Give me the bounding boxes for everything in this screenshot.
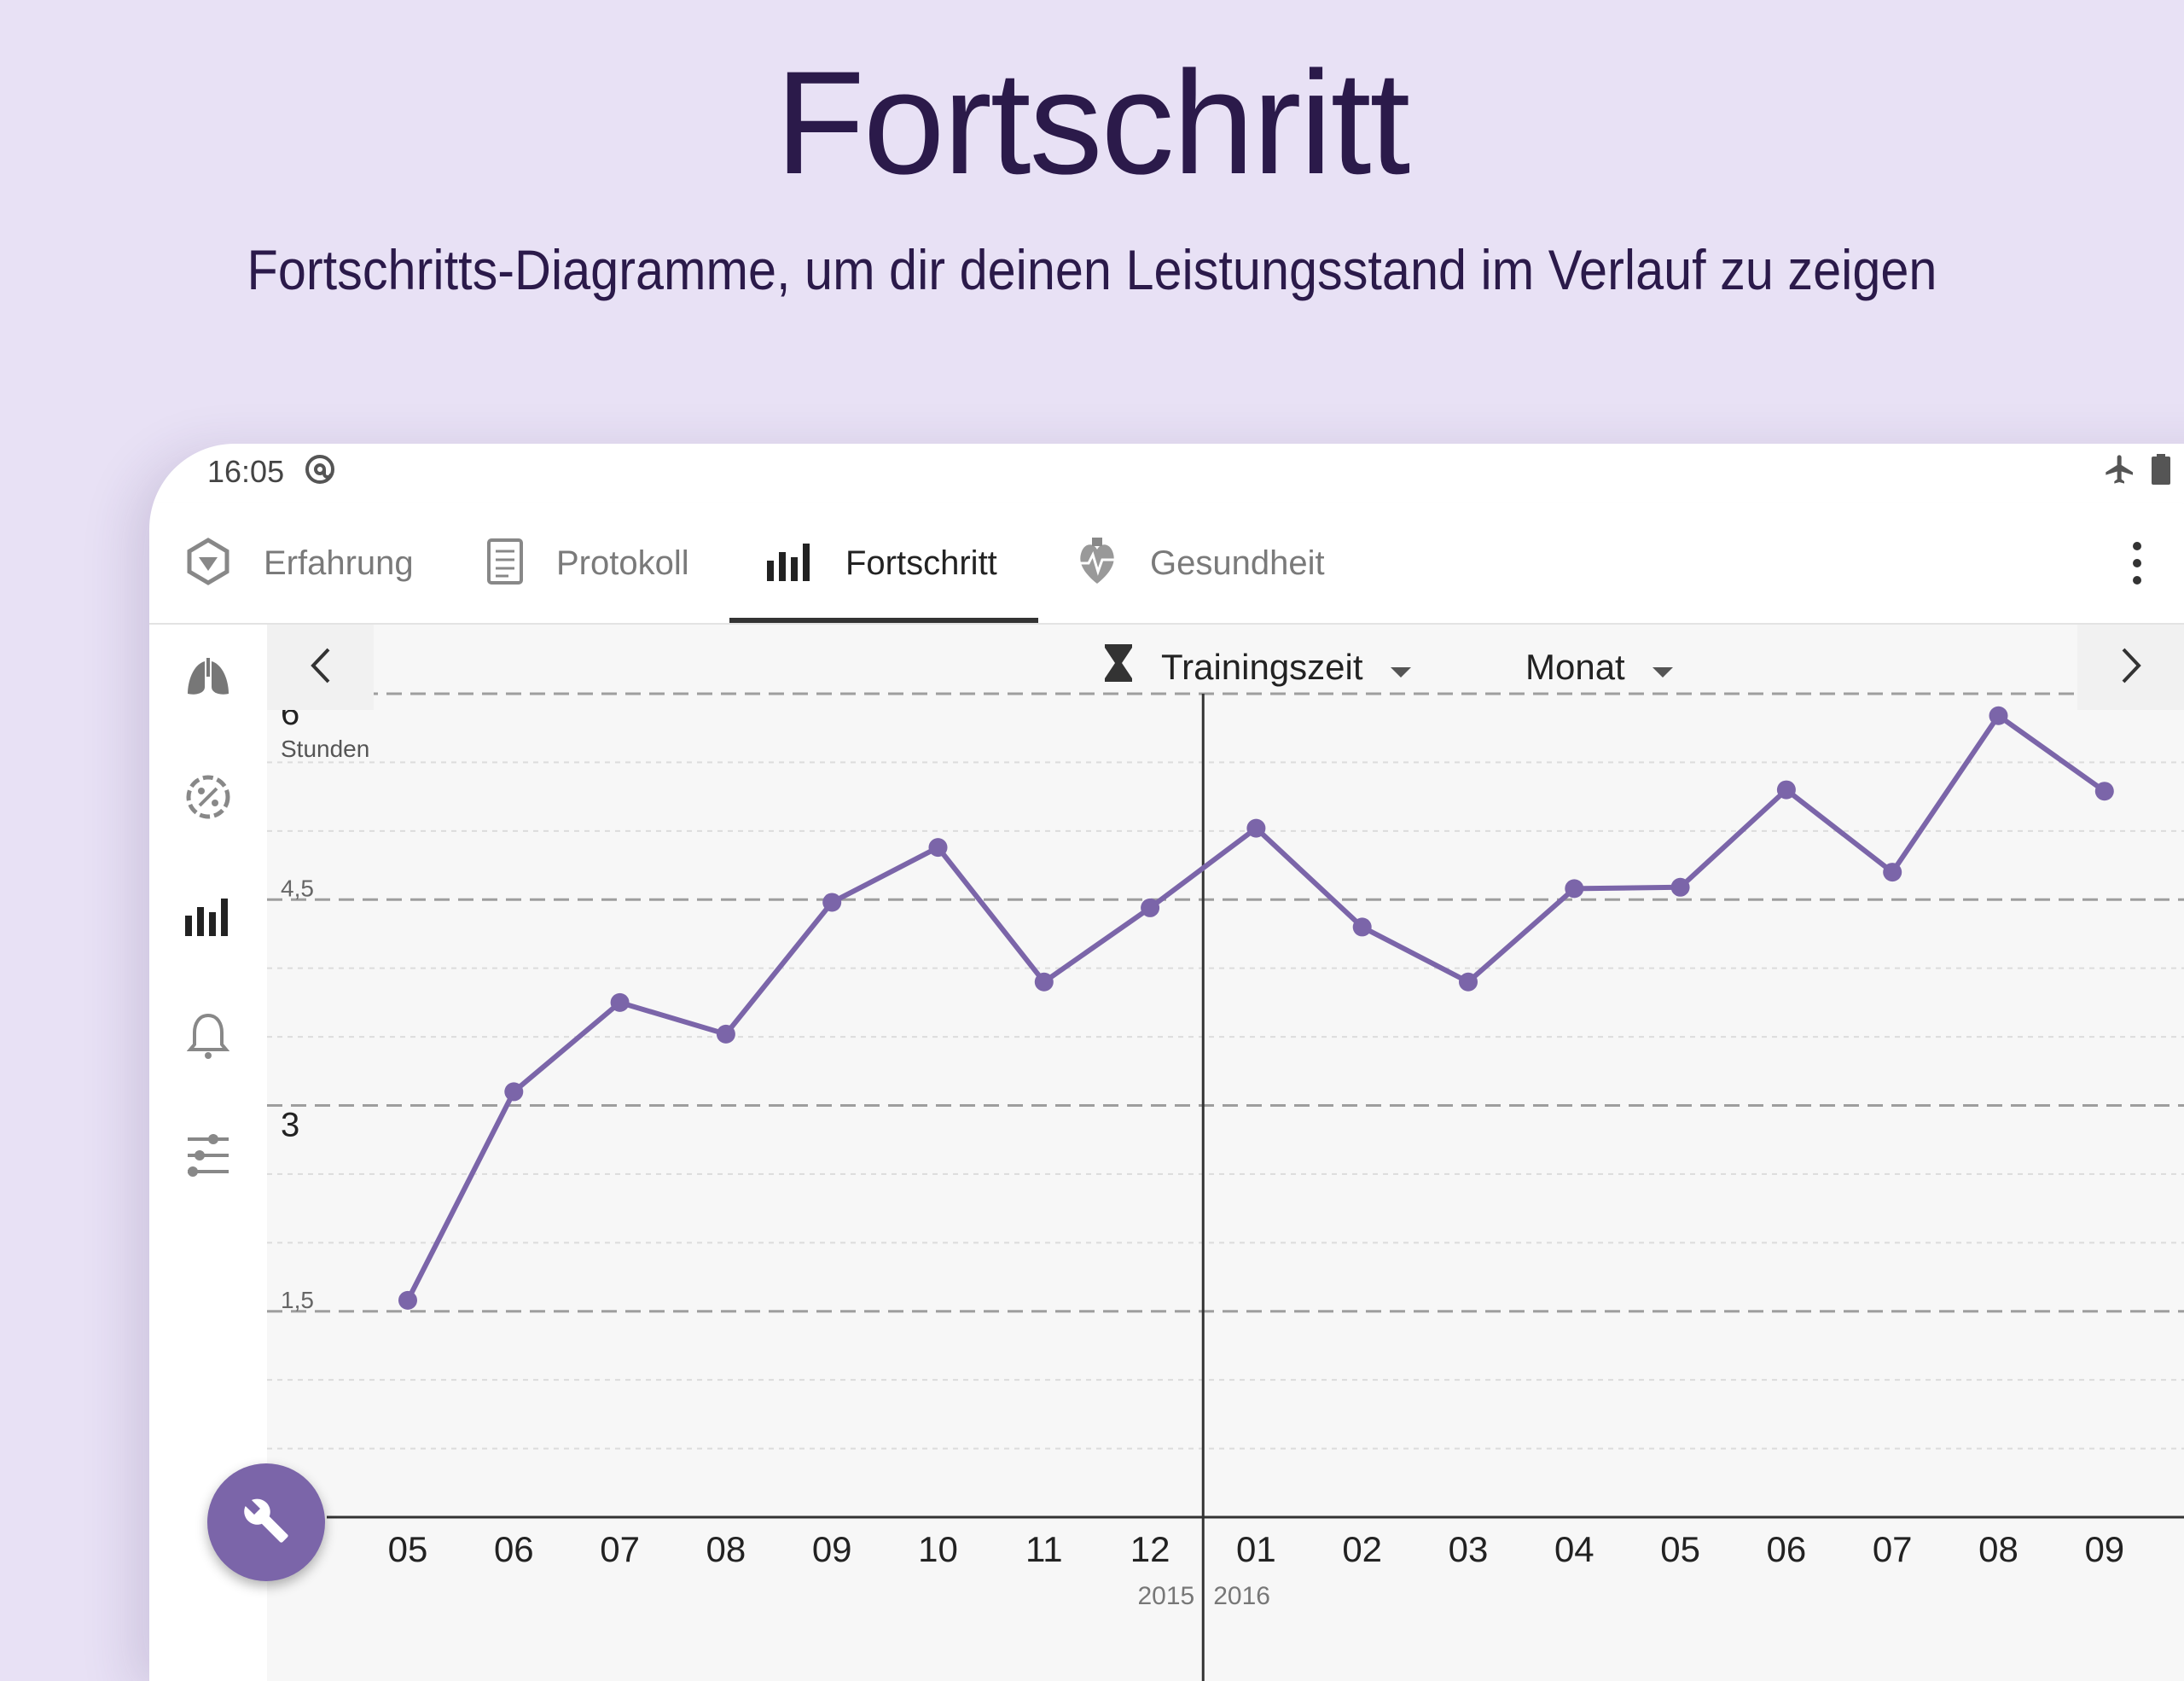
chevron-left-icon [308,644,334,691]
x-tick-label: 09 [812,1529,852,1569]
metric-dropdown[interactable]: Trainingszeit [1101,625,1413,710]
period-dropdown[interactable]: Monat [1525,625,1675,710]
x-tick-label: 07 [1873,1529,1913,1569]
x-tick-label: 06 [494,1529,534,1569]
tab-bar: Erfahrung Protokoll Fortschritt Gesundhe… [149,503,2184,625]
year-label: 2015 [1138,1582,1195,1610]
x-tick-label: 01 [1236,1529,1276,1569]
y-tick-label: 3 [281,1107,299,1144]
data-point [716,1024,735,1044]
data-point [822,893,842,912]
data-point [928,838,948,858]
gauge-icon [183,772,233,826]
x-tick-label: 10 [918,1529,958,1569]
bar-chart-icon [765,540,815,587]
chart-selector-bar: Trainingszeit Monat [267,625,2184,710]
chevron-down-icon [1651,647,1675,688]
data-point [1034,972,1054,992]
chevron-right-icon [2118,644,2144,691]
sliders-icon [184,1131,232,1184]
next-period-button[interactable] [2077,625,2184,710]
tab-gesundheit[interactable]: Gesundheit [1075,503,1325,623]
x-tick-label: 09 [2084,1529,2124,1569]
data-point [1989,706,2008,725]
bar-chart-icon [183,895,233,942]
battery-icon [2150,452,2172,491]
tab-fortschritt[interactable]: Fortschritt [765,503,997,623]
y-axis-unit-label: Stunden [281,736,369,762]
active-tab-indicator [729,618,1038,623]
data-point [1776,780,1796,800]
data-point [1670,877,1690,897]
side-nav-gauge[interactable] [179,770,237,828]
hourglass-icon [1101,643,1136,692]
at-sign-icon [303,452,337,491]
x-tick-label: 08 [706,1529,746,1569]
data-point [1459,972,1478,992]
experience-icon [183,537,233,590]
side-nav-breathing[interactable] [179,650,237,708]
data-point [1883,863,1902,882]
x-tick-label: 11 [1025,1529,1063,1569]
promo-title: Fortschritt [775,41,1411,205]
status-time: 16:05 [207,454,285,489]
x-tick-label: 04 [1554,1529,1594,1569]
metric-value: Trainingszeit [1161,647,1363,687]
chart-panel: 6 4,5 3 1,5 Stunden 05 06 07 08 09 10 11 12 01 02 03 04 0… [267,625,2184,1681]
chevron-down-icon [1389,647,1413,688]
tab-label: Erfahrung [264,544,414,582]
tab-label: Gesundheit [1150,544,1325,582]
period-value: Monat [1525,647,1625,687]
side-nav-progress[interactable] [179,889,237,947]
x-tick-label: 06 [1767,1529,1807,1569]
data-point [398,1290,417,1310]
wrench-icon [242,1497,290,1549]
data-point [1565,879,1584,899]
data-point [1246,818,1266,838]
tab-label: Protokoll [556,544,689,582]
tab-erfahrung[interactable]: Erfahrung [183,503,414,623]
tablet-screen: 16:05 Erfahrung Protokoll F [149,444,2184,1681]
x-tick-label: 05 [388,1529,428,1569]
x-tick-label: 07 [600,1529,640,1569]
x-tick-label: 02 [1342,1529,1382,1569]
log-icon [485,537,526,590]
data-point [2094,782,2114,801]
x-tick-label: 05 [1660,1529,1700,1569]
tools-fab[interactable] [207,1463,325,1581]
data-point [1141,898,1160,917]
x-tick-label: 03 [1449,1529,1489,1569]
tab-protokoll[interactable]: Protokoll [485,503,689,623]
y-tick-label: 4,5 [281,875,314,901]
airplane-icon [2103,452,2137,491]
series-line [405,713,2106,1302]
data-point [504,1082,524,1102]
x-tick-label: 12 [1130,1529,1170,1569]
y-tick-label: 1,5 [281,1287,314,1313]
tab-label: Fortschritt [845,544,997,582]
more-vertical-icon[interactable] [2129,538,2146,593]
previous-period-button[interactable] [267,625,374,710]
lungs-icon [184,656,232,703]
year-label: 2016 [1213,1582,1270,1610]
promo-subtitle: Fortschritts-Diagramme, um dir deinen Le… [247,238,1937,301]
x-tick-label: 08 [1978,1529,2018,1569]
heart-icon [1075,536,1119,591]
data-point [610,992,630,1012]
side-nav-reminders[interactable] [179,1009,237,1067]
bell-icon [186,1010,230,1066]
data-point [1352,917,1372,937]
side-nav-settings[interactable] [179,1128,237,1186]
status-bar: 16:05 [149,444,2184,503]
